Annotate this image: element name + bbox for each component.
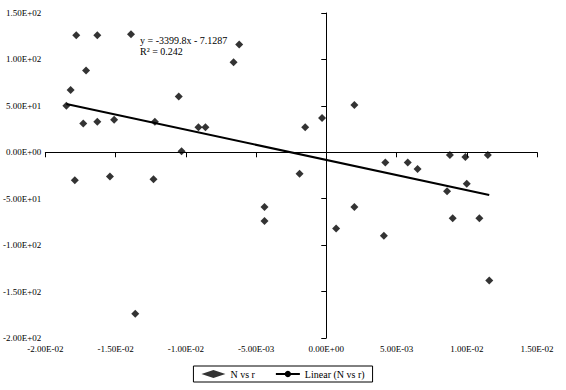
svg-text:-2.00E-02: -2.00E-02 — [27, 344, 63, 354]
svg-text:-2.00E+02: -2.00E+02 — [3, 333, 41, 343]
svg-text:Linear (N vs r): Linear (N vs r) — [305, 369, 365, 381]
svg-text:1.50E+02: 1.50E+02 — [6, 8, 41, 18]
svg-text:y = -3399.8x - 7.1287: y = -3399.8x - 7.1287 — [140, 35, 227, 46]
svg-text:1.00E+02: 1.00E+02 — [6, 54, 41, 64]
svg-text:5.00E-03: 5.00E-03 — [380, 344, 414, 354]
svg-text:5.00E+01: 5.00E+01 — [6, 101, 41, 111]
svg-text:-1.50E+02: -1.50E+02 — [3, 287, 41, 297]
svg-text:-1.50E-02: -1.50E-02 — [97, 344, 133, 354]
svg-text:0.00E+00: 0.00E+00 — [309, 344, 345, 354]
svg-text:-1.00E-02: -1.00E-02 — [168, 344, 204, 354]
svg-text:R² = 0.242: R² = 0.242 — [140, 46, 183, 57]
svg-text:-1.00E+02: -1.00E+02 — [3, 240, 41, 250]
svg-text:0.00E+00: 0.00E+00 — [6, 147, 42, 157]
svg-text:N vs r: N vs r — [230, 369, 255, 380]
svg-text:1.50E-02: 1.50E-02 — [520, 344, 553, 354]
svg-text:-5.00E+01: -5.00E+01 — [3, 194, 41, 204]
svg-text:1.00E-02: 1.00E-02 — [450, 344, 483, 354]
svg-text:-5.00E-03: -5.00E-03 — [238, 344, 275, 354]
